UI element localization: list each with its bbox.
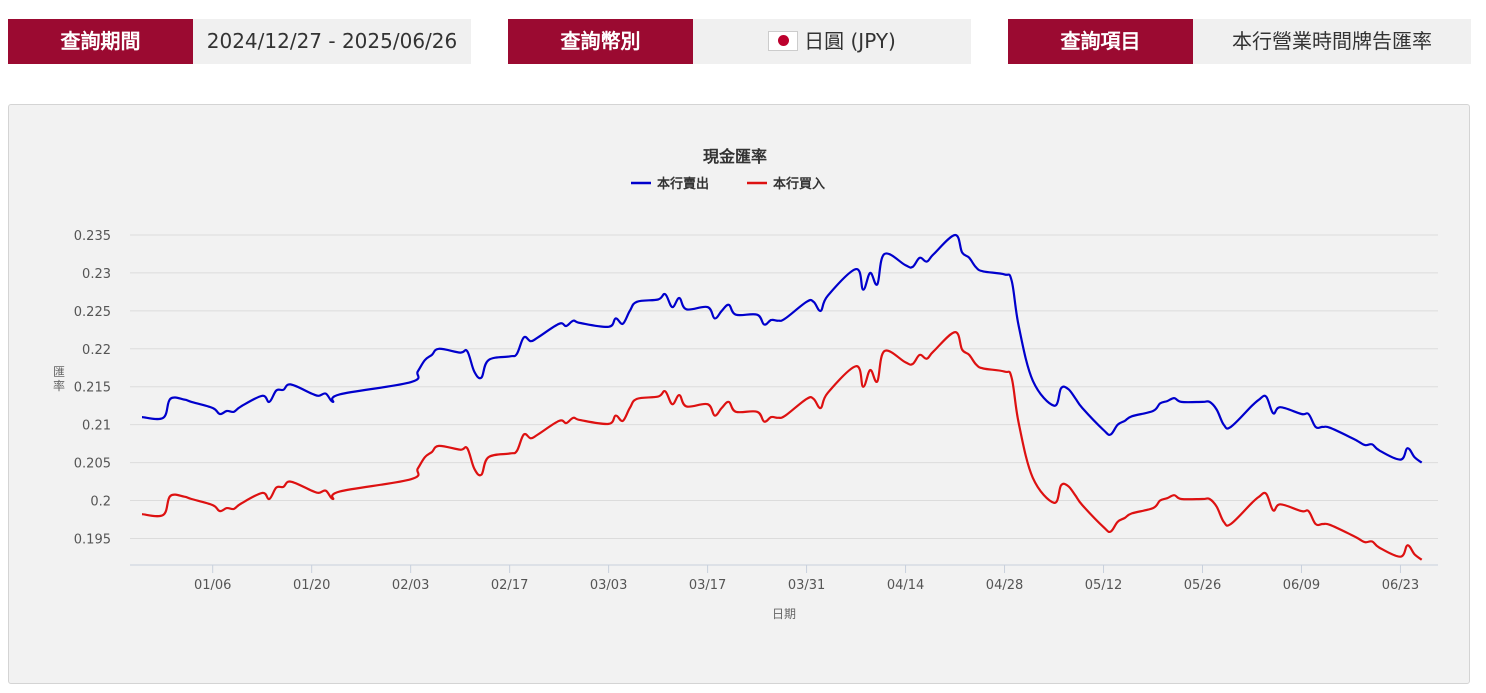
x-axis-title: 日期 (772, 607, 796, 621)
currency-value: 日圓 (JPY) (804, 29, 896, 53)
item-filter: 查詢項目 本行營業時間牌告匯率 (1008, 19, 1471, 64)
y-tick-label: 0.21 (82, 419, 111, 434)
x-tick-label: 01/06 (194, 578, 231, 593)
series-line-sell[interactable] (141, 233, 1423, 464)
x-tick-label: 05/12 (1085, 578, 1122, 593)
x-tick-label: 04/28 (986, 578, 1023, 593)
legend-item-sell[interactable]: 本行賣出 (631, 176, 709, 192)
x-tick-label: 03/03 (590, 578, 627, 593)
series-lines (141, 233, 1423, 561)
currency-label: 查詢幣別 (508, 19, 693, 64)
y-tick-label: 0.205 (74, 457, 111, 472)
y-tick-label: 0.225 (74, 305, 111, 320)
filter-bar: 查詢期間 2024/12/27 - 2025/06/26 查詢幣別 日圓 (JP… (8, 19, 1472, 64)
x-tick-label: 02/03 (392, 578, 429, 593)
y-axis-ticks: 0.235 0.23 0.225 0.22 0.215 0.21 0.205 0.2 0.195 (74, 229, 111, 547)
grid-lines (130, 234, 1438, 539)
x-tick-label: 01/20 (293, 578, 330, 593)
y-axis-title: 匯率 (53, 365, 65, 393)
y-tick-label: 0.215 (74, 381, 111, 396)
x-tick-label: 03/17 (689, 578, 726, 593)
exchange-rate-chart: 現金匯率 本行賣出 本行買入 0.2350.230.2250.220.2150.… (53, 147, 1438, 621)
series-line-buy[interactable] (141, 331, 1423, 561)
y-tick-label: 0.22 (82, 343, 111, 358)
period-filter: 查詢期間 2024/12/27 - 2025/06/26 (8, 19, 471, 64)
chart-title: 現金匯率 (703, 147, 767, 166)
x-tick-label: 04/14 (887, 578, 924, 593)
chart-panel: 現金匯率 本行賣出 本行買入 0.235 0.23 0.225 0.22 0.215 0.… (8, 104, 1470, 684)
y-tick-label: 0.23 (82, 267, 111, 282)
period-label: 查詢期間 (8, 19, 193, 64)
currency-filter: 查詢幣別 日圓 (JPY) (508, 19, 971, 64)
item-value[interactable]: 本行營業時間牌告匯率 (1193, 19, 1471, 64)
legend-label-buy: 本行買入 (773, 176, 825, 192)
y-tick-label: 0.235 (74, 229, 111, 244)
legend-label-sell: 本行賣出 (657, 176, 709, 192)
period-value[interactable]: 2024/12/27 - 2025/06/26 (193, 19, 471, 64)
x-tick-label: 06/23 (1382, 578, 1419, 593)
currency-selector[interactable]: 日圓 (JPY) (693, 19, 971, 64)
x-tick-label: 06/09 (1283, 578, 1320, 593)
x-tick-label: 05/26 (1184, 578, 1221, 593)
legend: 本行賣出 本行買入 (631, 176, 825, 192)
y-tick-label: 0.2 (90, 495, 111, 510)
legend-item-buy[interactable]: 本行買入 (747, 176, 825, 192)
japan-flag-icon (768, 30, 799, 51)
x-axis-ticks: 01/06 01/20 02/03 02/17 03/03 03/17 03/31 04/14… (194, 565, 1419, 593)
x-tick-label: 02/17 (491, 578, 528, 593)
item-label: 查詢項目 (1008, 19, 1193, 64)
x-tick-label: 03/31 (788, 578, 825, 593)
y-tick-label: 0.195 (74, 532, 111, 547)
